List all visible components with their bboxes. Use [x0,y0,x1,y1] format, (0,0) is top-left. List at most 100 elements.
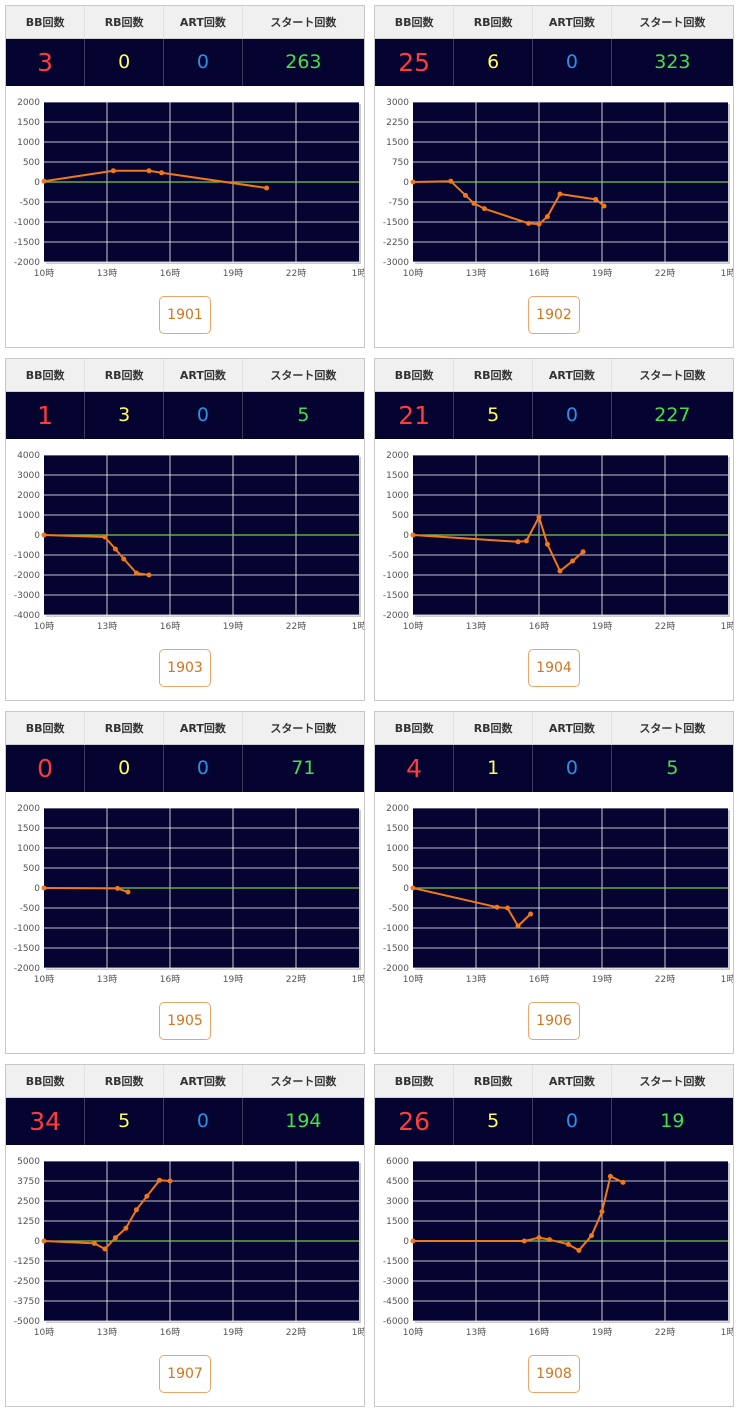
machine-number-button[interactable]: 1906 [528,1002,580,1040]
x-tick-label: 13時 [466,268,486,279]
bb-count: 1 [6,390,86,439]
x-tick-label: 19時 [592,1327,612,1338]
data-point [41,1238,47,1244]
bb-count: 25 [375,37,455,86]
y-tick-label: -3000 [14,591,40,601]
data-point [557,191,563,197]
data-point [112,1235,118,1241]
data-point [410,532,416,538]
x-tick-label: 22時 [655,1327,675,1338]
data-point [102,1246,108,1252]
data-point [133,570,139,576]
data-point [125,889,131,895]
data-point [146,168,152,174]
rb-header: RB回数 [84,359,164,392]
y-tick-label: -5000 [14,1317,40,1327]
data-point [544,541,550,547]
y-tick-label: -3000 [383,258,409,268]
y-tick-label: 6000 [386,1157,409,1167]
y-tick-label: 2250 [386,118,409,128]
start-count: 71 [242,743,364,792]
y-tick-label: 1500 [17,824,40,834]
stats-table: BB回数 RB回数 ART回数 スタート回数 34 5 0 194 [6,1065,364,1145]
y-tick-label: -2000 [14,258,40,268]
x-tick-label: 22時 [286,974,306,985]
machine-number-button[interactable]: 1907 [159,1355,211,1393]
y-tick-label: 1500 [386,138,409,148]
machine-card-1906: BB回数 RB回数 ART回数 スタート回数 4 1 0 5 2000 1500 1… [374,711,734,1054]
bb-header: BB回数 [375,712,455,745]
data-point [547,1237,552,1243]
x-tick-label: 10時 [34,974,54,985]
art-count: 0 [163,1096,243,1145]
y-tick-label: 1000 [386,844,409,854]
x-tick-label: 13時 [97,1327,117,1338]
start-header: スタート回数 [611,359,733,392]
rb-count: 1 [453,743,533,792]
x-tick-label: 13時 [97,621,117,632]
rb-count: 0 [84,743,164,792]
data-point [112,546,118,552]
x-tick-label: 19時 [592,621,612,632]
y-tick-label: -6000 [383,1317,409,1327]
x-tick-label: 22時 [286,268,306,279]
machine-number-button[interactable]: 1903 [159,649,211,687]
start-header: スタート回数 [611,712,733,745]
data-point [505,905,510,911]
art-header: ART回数 [163,712,243,745]
x-tick-label: 16時 [529,974,549,985]
machine-number-button[interactable]: 1901 [159,296,211,334]
art-count: 0 [532,390,612,439]
x-tick-label: 1時 [352,268,364,279]
data-point [536,514,542,520]
start-count: 227 [611,390,733,439]
payout-chart: 5000 3750 2500 1250 0 -1250 -2500 -3750 -500010時… [14,1157,364,1338]
y-tick-label: -1500 [383,944,409,954]
data-point [620,1179,626,1185]
y-tick-label: -4500 [383,1297,409,1307]
machine-card-1903: BB回数 RB回数 ART回数 スタート回数 1 3 0 5 4000 3000 2… [5,358,365,701]
x-tick-label: 13時 [466,1327,486,1338]
data-point [41,532,47,538]
machine-card-1904: BB回数 RB回数 ART回数 スタート回数 21 5 0 227 2000 15… [374,358,734,701]
x-tick-label: 10時 [403,1327,423,1338]
y-tick-label: 2500 [17,1197,40,1207]
y-tick-label: 0 [34,178,40,188]
x-tick-label: 16時 [160,974,180,985]
y-tick-label: -1000 [14,551,40,561]
start-header: スタート回数 [242,359,364,392]
y-tick-label: 1500 [17,118,40,128]
rb-count: 3 [84,390,164,439]
data-point [593,196,599,202]
machine-card-1907: BB回数 RB回数 ART回数 スタート回数 34 5 0 194 5000 37… [5,1064,365,1407]
machine-card-1905: BB回数 RB回数 ART回数 スタート回数 0 0 0 71 2000 1500… [5,711,365,1054]
bb-count: 26 [375,1096,455,1145]
y-tick-label: -3750 [14,1297,40,1307]
start-count: 323 [611,37,733,86]
data-point [599,1209,605,1215]
rb-header: RB回数 [453,712,533,745]
data-point [557,568,563,574]
x-tick-label: 16時 [529,268,549,279]
y-tick-label: -1500 [14,944,40,954]
machine-number-button[interactable]: 1904 [528,649,580,687]
art-header: ART回数 [532,712,612,745]
y-tick-label: -1250 [14,1257,40,1267]
art-count: 0 [163,37,243,86]
series-line [413,1175,624,1252]
start-count: 263 [242,37,364,86]
y-tick-label: 2000 [17,98,40,108]
bb-count: 21 [375,390,455,439]
y-tick-label: 0 [403,1237,409,1247]
x-tick-label: 1時 [352,1327,364,1338]
machine-number-button[interactable]: 1908 [528,1355,580,1393]
y-tick-label: 0 [403,531,409,541]
machine-number-button[interactable]: 1902 [528,296,580,334]
art-header: ART回数 [532,1065,612,1098]
data-point [576,1247,582,1253]
art-header: ART回数 [532,6,612,39]
machine-number-button[interactable]: 1905 [159,1002,211,1040]
data-point [523,538,529,544]
